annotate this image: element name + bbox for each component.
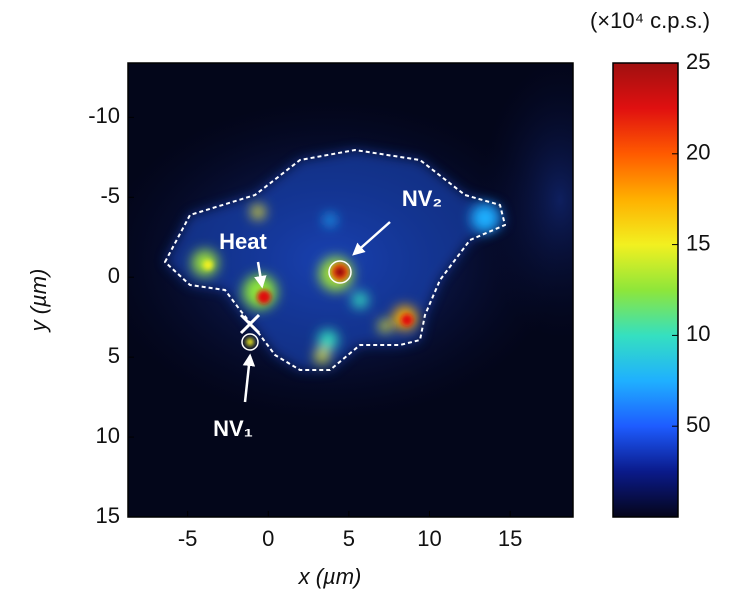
y-tick-label: -5 (100, 183, 120, 208)
colorbar-tick-label: 20 (686, 140, 710, 165)
colorbar-tick-label: 10 (686, 321, 710, 346)
y-tick-label: 0 (108, 263, 120, 288)
colorbar-title: (×10⁴ c.p.s.) (590, 8, 710, 33)
colorbar (612, 62, 679, 518)
scan-image (128, 63, 573, 517)
x-tick-label: 15 (498, 526, 522, 551)
x-axis-label: x (µm) (298, 564, 362, 589)
y-tick-label: 10 (96, 423, 120, 448)
y-tick-label: 5 (108, 343, 120, 368)
y-axis-label: y (µm) (26, 269, 51, 334)
plot-frame (127, 62, 574, 518)
x-tick-label: 10 (417, 526, 441, 551)
y-tick-label: 15 (96, 503, 120, 528)
colorbar-tick-label: 15 (686, 230, 710, 255)
x-tick-label: 0 (262, 526, 274, 551)
colorbar-tick-label: 25 (686, 49, 710, 74)
colorbar-tick-label: 50 (686, 412, 710, 437)
annotation: NV₂ (402, 186, 442, 211)
annotation: NV₁ (213, 416, 253, 441)
x-tick-label: 5 (343, 526, 355, 551)
annotation: Heat (219, 229, 267, 254)
y-tick-label: -10 (88, 103, 120, 128)
x-tick-label: -5 (178, 526, 198, 551)
annotation-shapes (164, 149, 506, 403)
